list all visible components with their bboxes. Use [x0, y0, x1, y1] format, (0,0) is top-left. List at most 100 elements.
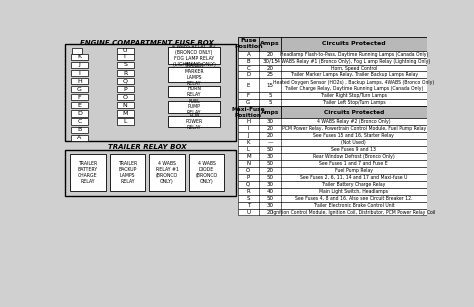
- Text: Amps: Amps: [260, 41, 280, 46]
- Bar: [117, 119, 134, 125]
- Text: TRAILER RELAY BOX: TRAILER RELAY BOX: [108, 144, 186, 150]
- Text: Trailer Battery Charge Relay: Trailer Battery Charge Relay: [321, 182, 386, 187]
- Text: 50: 50: [266, 175, 273, 180]
- Text: Q: Q: [246, 182, 250, 187]
- Text: T: T: [123, 54, 127, 59]
- Bar: [168, 101, 220, 113]
- Bar: [71, 94, 88, 100]
- Bar: [237, 106, 427, 119]
- Text: See Fuses 4, 8 and 16. Also see Circuit Breaker 12.: See Fuses 4, 8 and 16. Also see Circuit …: [295, 196, 412, 201]
- Bar: [71, 135, 88, 141]
- Bar: [237, 188, 427, 195]
- Bar: [65, 150, 236, 196]
- Text: Rear Window Defrost (Bronco Only): Rear Window Defrost (Bronco Only): [313, 154, 395, 159]
- Text: Trailer Left Stop/Turn Lamps: Trailer Left Stop/Turn Lamps: [322, 100, 385, 105]
- Text: C: C: [77, 119, 82, 124]
- Text: See Fuses 9 and 13: See Fuses 9 and 13: [331, 147, 376, 152]
- Text: N: N: [246, 161, 250, 166]
- Text: 30: 30: [266, 119, 273, 124]
- Text: Fuel Pump Relay: Fuel Pump Relay: [335, 168, 373, 173]
- Text: F: F: [247, 93, 250, 98]
- Text: Amps: Amps: [261, 110, 279, 115]
- Text: 30/15: 30/15: [262, 59, 278, 64]
- Bar: [117, 102, 134, 108]
- Text: Q: Q: [123, 79, 128, 84]
- Text: R: R: [246, 189, 250, 194]
- Text: 4 WABS Relay #1 (Bronco Only), Fog L amp Relay (Lightning Only): 4 WABS Relay #1 (Bronco Only), Fog L amp…: [277, 59, 430, 64]
- Bar: [117, 111, 134, 117]
- Bar: [117, 94, 134, 100]
- Bar: [65, 44, 236, 141]
- Text: (Not Used): (Not Used): [341, 140, 366, 145]
- Text: FUEL
PUMP
RELAY: FUEL PUMP RELAY: [187, 99, 201, 115]
- Text: G: G: [77, 87, 82, 92]
- Text: Circuits Protected: Circuits Protected: [324, 110, 384, 115]
- Text: R: R: [123, 71, 127, 76]
- Text: 50: 50: [266, 196, 273, 201]
- Text: Trailer Electronic Brake Control Unit: Trailer Electronic Brake Control Unit: [313, 203, 394, 208]
- Text: 5: 5: [268, 93, 272, 98]
- Bar: [117, 78, 134, 84]
- Bar: [237, 195, 427, 202]
- Text: M: M: [246, 154, 251, 159]
- Text: 30: 30: [266, 203, 273, 208]
- Text: P: P: [247, 175, 250, 180]
- Text: Trailer Right Stop/Turn Lamps: Trailer Right Stop/Turn Lamps: [320, 93, 387, 98]
- Text: O: O: [246, 168, 250, 173]
- Text: H: H: [246, 119, 250, 124]
- Bar: [168, 116, 220, 127]
- Bar: [237, 160, 427, 167]
- Text: M: M: [122, 111, 128, 116]
- Text: 20: 20: [266, 209, 273, 215]
- Text: ENGINE COMPARTMENT FUSE BOX: ENGINE COMPARTMENT FUSE BOX: [80, 40, 214, 46]
- Text: 5: 5: [268, 100, 272, 105]
- Text: G: G: [246, 100, 250, 105]
- Bar: [189, 154, 224, 191]
- Text: E: E: [246, 83, 250, 88]
- Text: S: S: [123, 62, 127, 68]
- Bar: [72, 48, 82, 54]
- Bar: [70, 154, 106, 191]
- Bar: [237, 37, 427, 51]
- Text: Heated Oxygen Sensor (HO2s) , Backup Lamps, 4WABS (Bronco Only)
Trailer Charge R: Heated Oxygen Sensor (HO2s) , Backup Lam…: [273, 80, 434, 91]
- Text: See Fuses 15 and 16, Starter Relay: See Fuses 15 and 16, Starter Relay: [313, 133, 394, 138]
- Text: TRAILER
BACKUP
LAMPS
RELAY: TRAILER BACKUP LAMPS RELAY: [118, 161, 137, 184]
- Text: 20: 20: [266, 52, 273, 57]
- Text: Maxi-Fuse
Position: Maxi-Fuse Position: [231, 107, 265, 118]
- Text: S: S: [246, 196, 250, 201]
- Bar: [237, 181, 427, 188]
- Bar: [109, 154, 145, 191]
- Bar: [237, 92, 427, 99]
- Bar: [237, 72, 427, 78]
- Bar: [237, 51, 427, 58]
- Bar: [237, 167, 427, 174]
- Text: 20: 20: [266, 126, 273, 131]
- Bar: [168, 47, 220, 64]
- Bar: [237, 99, 427, 106]
- Text: T: T: [247, 203, 250, 208]
- Text: Main Light Switch, Headlamps: Main Light Switch, Headlamps: [319, 189, 388, 194]
- Bar: [117, 48, 134, 54]
- Text: N: N: [123, 103, 128, 108]
- Bar: [71, 70, 88, 76]
- Bar: [237, 125, 427, 132]
- Bar: [71, 126, 88, 133]
- Bar: [237, 139, 427, 146]
- Text: 15: 15: [266, 83, 273, 88]
- Text: 20: 20: [266, 168, 273, 173]
- Text: TRAILER
MARKER
LAMPS
RELAY: TRAILER MARKER LAMPS RELAY: [184, 63, 204, 86]
- Text: D: D: [77, 111, 82, 116]
- Text: E: E: [77, 103, 82, 108]
- Bar: [71, 111, 88, 117]
- Text: K: K: [77, 54, 82, 59]
- Text: See Fuses 2, 6, 11, 14 and 17 and Maxi-fuse U: See Fuses 2, 6, 11, 14 and 17 and Maxi-f…: [300, 175, 408, 180]
- Text: 40: 40: [266, 189, 273, 194]
- Bar: [237, 132, 427, 139]
- Text: 4 WABS RELAY  #2
(BRONCO ONLY)
FOG LAMP RELAY
(LIGHTNING ONLY): 4 WABS RELAY #2 (BRONCO ONLY) FOG LAMP R…: [172, 44, 216, 67]
- Text: F: F: [78, 95, 81, 100]
- Text: Circuits Protected: Circuits Protected: [322, 41, 385, 46]
- Text: U: U: [246, 209, 250, 215]
- Bar: [71, 54, 88, 60]
- Text: 4 WABS
RELAY #1
(BRONCO
ONLY): 4 WABS RELAY #1 (BRONCO ONLY): [155, 161, 178, 184]
- Text: 4 WABS Relay #2 (Bronco Only): 4 WABS Relay #2 (Bronco Only): [317, 119, 391, 124]
